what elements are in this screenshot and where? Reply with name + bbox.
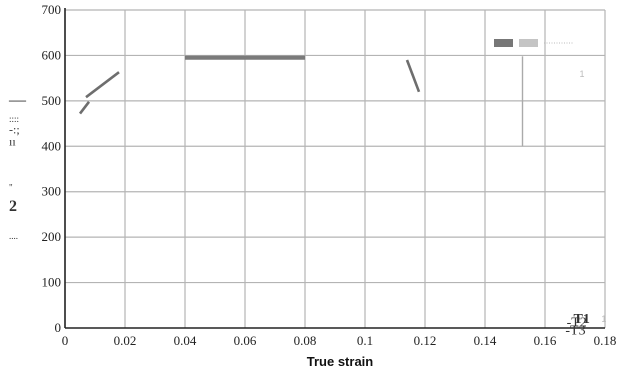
- x-tick-label: 0.1: [357, 333, 373, 348]
- y-tick-label: 400: [42, 138, 62, 153]
- legend-swatch: [494, 39, 513, 47]
- y-tick-label: 700: [42, 2, 62, 17]
- series-line-2: [85, 71, 120, 99]
- y-tick-label: 300: [42, 184, 62, 199]
- left-margin-marks: —::::-:;ıı"2....: [8, 90, 27, 241]
- x-tick-label: 0.06: [234, 333, 257, 348]
- x-tick-label: 0.12: [414, 333, 437, 348]
- plot-frame: [64, 8, 605, 329]
- x-tick-label: 0: [62, 333, 69, 348]
- y-axis-ticks: 0 100 200 300 400 500 600 700: [42, 2, 62, 335]
- left-margin-mark: 2: [9, 198, 17, 215]
- y-tick-label: 500: [42, 93, 62, 108]
- annotation-label: T1: [574, 312, 590, 327]
- y-tick-label: 600: [42, 47, 62, 62]
- series-line-1: [78, 101, 91, 115]
- legend: [494, 39, 574, 47]
- left-margin-mark: ::::: [9, 114, 19, 124]
- x-tick-label: 0.18: [594, 333, 617, 348]
- x-tick-label: 0.16: [534, 333, 557, 348]
- y-tick-label: 200: [42, 229, 62, 244]
- annotation-label: 1: [601, 314, 606, 324]
- annotation-label: -T2: [567, 316, 587, 331]
- left-margin-mark: -:;: [9, 122, 20, 136]
- grid-lines: [65, 9, 606, 328]
- data-series: [78, 55, 524, 147]
- y-tick-label: 0: [55, 320, 62, 335]
- x-tick-label: 0.08: [294, 333, 317, 348]
- annotation-label: 1: [580, 69, 585, 79]
- x-tick-label: 0.02: [114, 333, 137, 348]
- x-axis-title: True strain: [307, 354, 374, 369]
- annotation-label: -T3: [565, 323, 585, 338]
- left-margin-mark: —: [8, 90, 27, 109]
- left-margin-mark: ....: [9, 231, 18, 241]
- annotations: 1 T1 1 -T2-T3: [565, 69, 606, 339]
- x-axis-ticks: 0 0.02 0.04 0.06 0.08 0.1 0.12 0.14 0.16 0.18: [62, 333, 617, 348]
- x-tick-label: 0.14: [474, 333, 497, 348]
- y-tick-label: 100: [42, 275, 62, 290]
- left-margin-mark: ": [9, 182, 13, 192]
- legend-swatch: [519, 39, 538, 47]
- left-margin-mark: ıı: [9, 135, 16, 149]
- series-line-4: [405, 59, 421, 93]
- x-tick-label: 0.04: [174, 333, 197, 348]
